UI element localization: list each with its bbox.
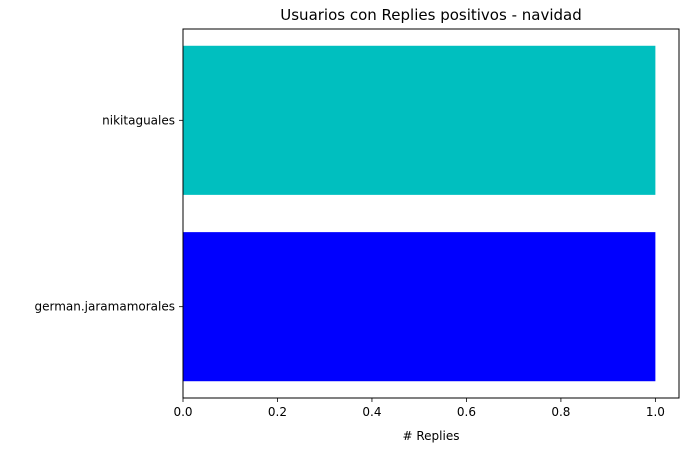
bar-nikitaguales	[183, 45, 656, 195]
y-tick-label: german.jaramamorales	[35, 300, 176, 314]
plot-frame	[182, 28, 680, 399]
x-tick-label: 0.4	[362, 405, 381, 419]
x-tick-label: 0.6	[457, 405, 476, 419]
y-tick-label: nikitaguales	[102, 113, 175, 127]
axes: german.jaramamorales nikitaguales 0.0 0.2 0.…	[35, 28, 680, 419]
x-tick-label: 1.0	[646, 405, 665, 419]
chart-title: Usuarios con Replies positivos - navidad	[280, 6, 581, 24]
x-tick-label: 0.0	[173, 405, 192, 419]
x-tick-label: 0.2	[268, 405, 287, 419]
bars	[183, 45, 656, 382]
x-tick-label: 0.8	[551, 405, 570, 419]
x-axis-label: # Replies	[403, 429, 460, 443]
bar-german-jaramamorales	[183, 232, 656, 382]
